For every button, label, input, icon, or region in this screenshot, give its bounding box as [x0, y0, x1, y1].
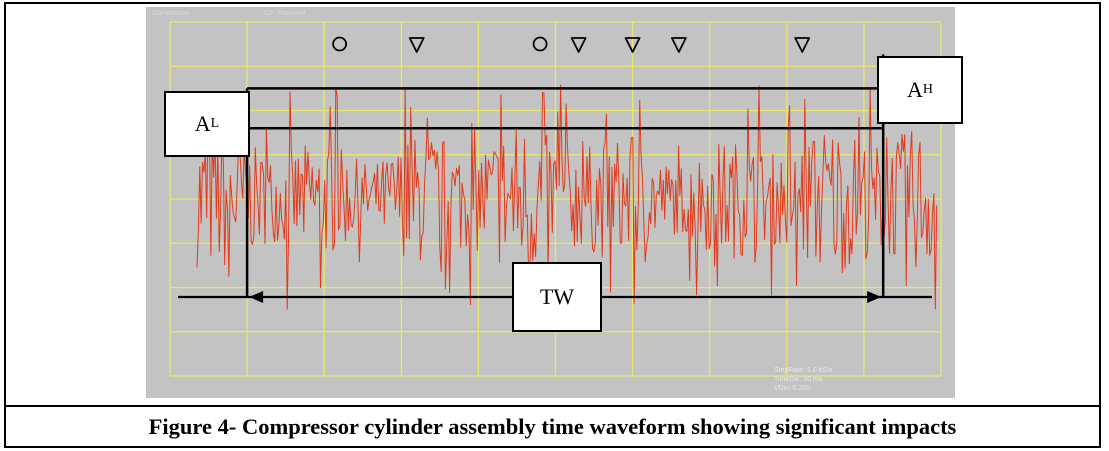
caption-divider: [4, 405, 1101, 407]
readout-line-2: TimeDiv: 50 ms: [774, 376, 823, 383]
circle-marker-icon: [532, 36, 548, 52]
readout-line-3: VDiv: 0.200: [774, 385, 811, 392]
tw-label: TW: [512, 262, 602, 332]
tw-text: TW: [539, 284, 575, 309]
waveform-series-line: [196, 84, 938, 310]
a-high-base: A: [906, 77, 923, 102]
a-low-sub: L: [210, 116, 220, 131]
triangle-down-marker-icon: [624, 37, 641, 53]
figure-frame: [4, 2, 1101, 448]
triangle-down-marker-icon: [794, 37, 811, 53]
arrowhead-left-icon: [249, 291, 264, 303]
waveform-chart: [169, 21, 942, 377]
arrowhead-right-icon: [867, 291, 882, 303]
oscilloscope-panel: Compressor Ch: Transient SmpRate: 1.0 kS…: [146, 7, 955, 398]
a-low-base: A: [194, 111, 211, 136]
circle-marker-icon: [332, 36, 348, 52]
triangle-down-marker-icon: [670, 37, 687, 53]
triangle-down-marker-icon: [408, 37, 425, 53]
readout-line-1: SmpRate: 1.0 kS/s: [774, 367, 833, 374]
scope-header-mid: Ch: Transient: [264, 10, 306, 17]
scope-readout: SmpRate: 1.0 kS/s TimeDiv: 50 ms VDiv: 0…: [774, 366, 832, 393]
scope-header-left: Compressor: [152, 10, 191, 17]
a-high-sub: H: [922, 82, 933, 97]
figure-caption: Figure 4- Compressor cylinder assembly t…: [148, 413, 957, 439]
triangle-down-marker-icon: [570, 37, 587, 53]
